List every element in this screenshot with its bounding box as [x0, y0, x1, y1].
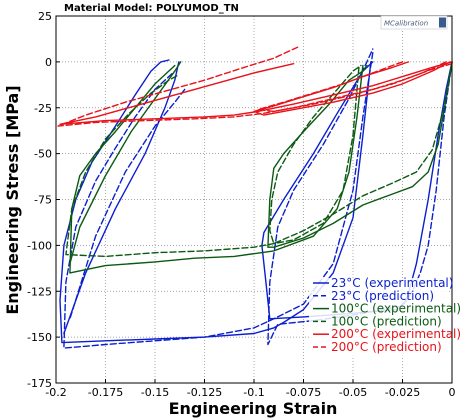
x-tick-label: -0.1 — [243, 386, 264, 399]
svg-text:MCalibration: MCalibration — [384, 20, 428, 28]
series-line-1 — [261, 61, 453, 320]
series-line-4 — [65, 66, 360, 258]
series-line-2 — [69, 88, 186, 320]
legend-item: 23°C (experimental) — [331, 276, 453, 290]
y-axis-label: Engineering Stress [MPa] — [3, 85, 22, 314]
x-tick-label: -0.075 — [286, 386, 321, 399]
chart-title: Material Model: POLYUMOD_TN — [64, 3, 239, 14]
series-line-2 — [267, 48, 453, 346]
y-tick-label: -125 — [27, 285, 52, 298]
series-line-3 — [69, 64, 364, 274]
legend: 23°C (experimental)23°C (prediction)100°… — [309, 276, 461, 357]
series-line-5 — [59, 61, 453, 125]
legend-item: 100°C (experimental) — [331, 302, 461, 316]
y-tick-label: -75 — [34, 194, 52, 207]
legend-item: 100°C (prediction) — [331, 314, 442, 328]
legend-item: 200°C (experimental) — [331, 327, 461, 341]
legend-item: 23°C (prediction) — [331, 289, 434, 303]
series-line-3 — [69, 61, 182, 265]
x-tick-label: -0.025 — [385, 386, 420, 399]
x-tick-label: -0.2 — [45, 386, 66, 399]
series-group — [57, 46, 453, 349]
series-line-1 — [63, 61, 180, 335]
y-tick-label: -50 — [34, 148, 52, 161]
x-tick-label: -0.175 — [88, 386, 123, 399]
legend-background — [309, 278, 449, 357]
y-tick-label: 25 — [38, 10, 52, 23]
y-tick-label: -150 — [27, 331, 52, 344]
x-tick-label: -0.15 — [141, 386, 169, 399]
x-axis-label: Engineering Strain — [169, 399, 338, 418]
y-tick-label: -175 — [27, 377, 52, 390]
series-line-6 — [257, 61, 447, 113]
y-tick-label: -100 — [27, 239, 52, 252]
y-tick-label: 0 — [45, 56, 52, 69]
x-tick-label: -0.125 — [187, 386, 222, 399]
series-line-2 — [63, 52, 374, 349]
legend-item: 200°C (prediction) — [331, 340, 442, 354]
logo: MCalibration — [380, 15, 448, 30]
series-line-4 — [269, 61, 453, 245]
x-tick-label: 0 — [449, 386, 456, 399]
x-tick-label: -0.05 — [339, 386, 367, 399]
ticks: -0.2 -0.175 -0.15 -0.125 -0.1 -0.075 -0.05 -0.0… — [27, 10, 455, 399]
y-tick-label: -25 — [34, 102, 52, 115]
series-line-3 — [267, 61, 453, 248]
